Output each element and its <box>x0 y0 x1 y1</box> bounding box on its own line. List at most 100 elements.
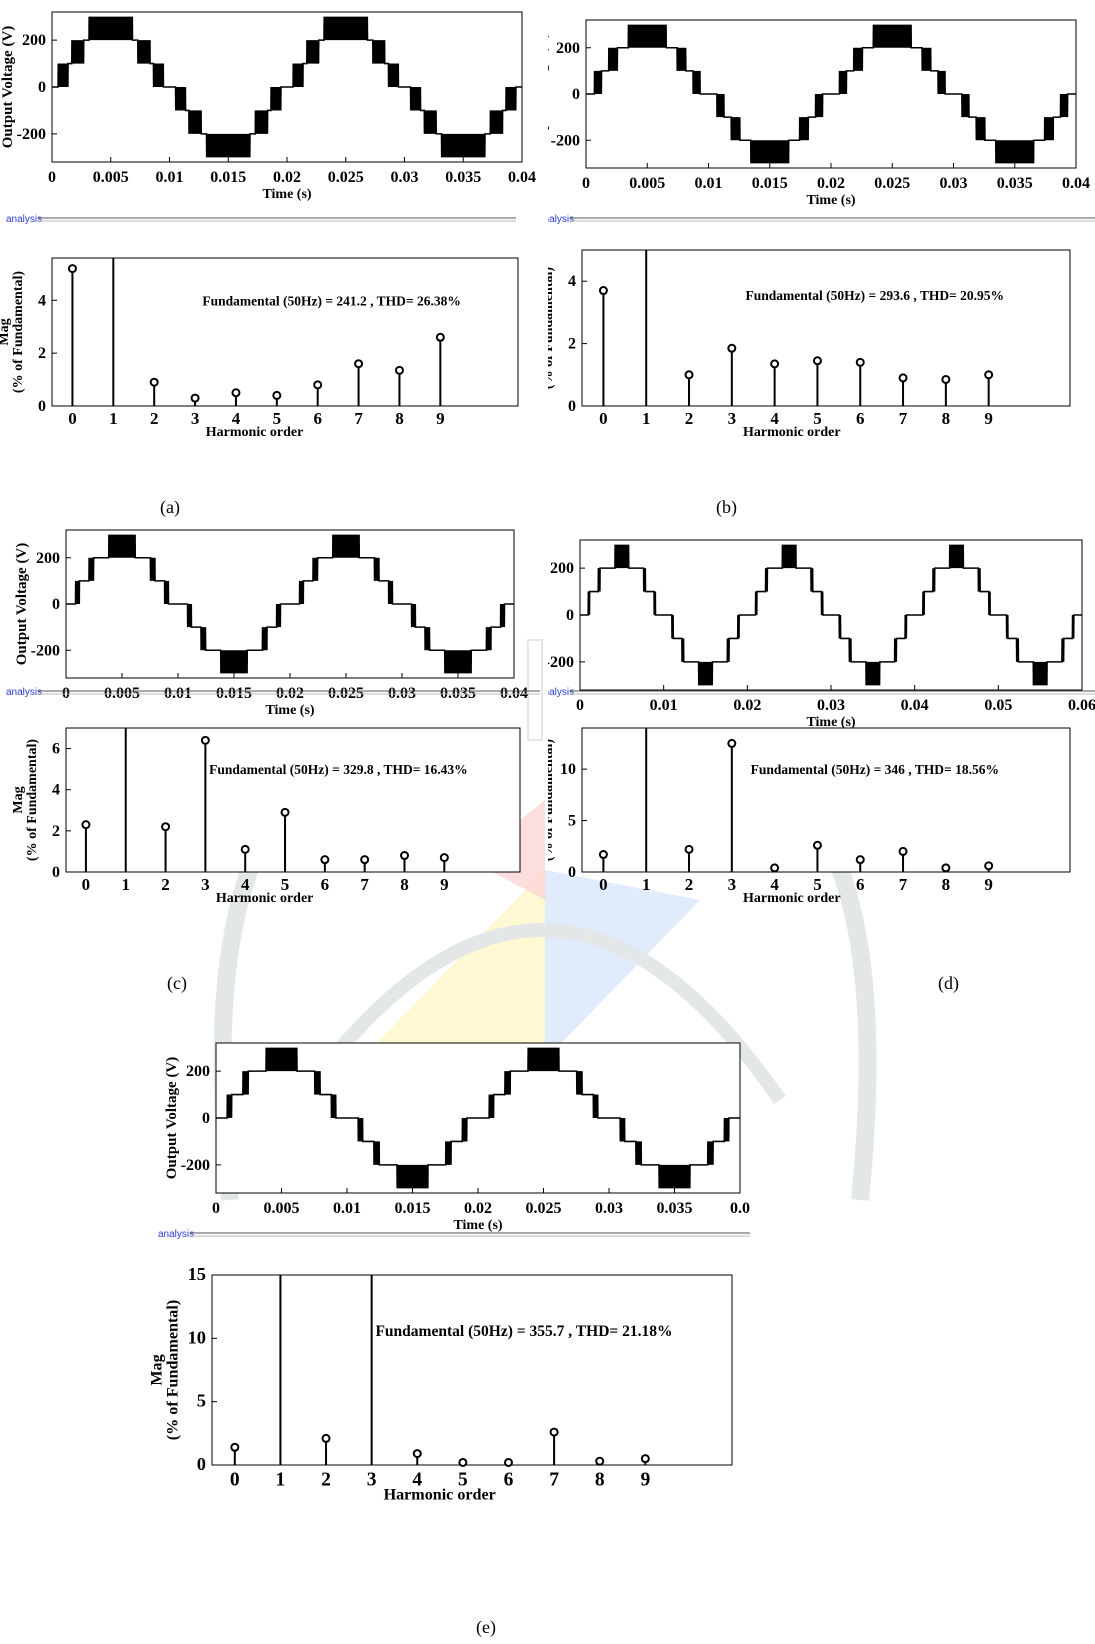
panel-e-spectrum-xlabel: Harmonic order <box>384 1487 496 1504</box>
panel-b-harmonic-tick-label: 6 <box>856 409 865 428</box>
panel-d-harmonic-marker-6 <box>855 855 865 865</box>
panel-b-spectrum-ylabel-2: (% of Fundamental) <box>548 267 556 389</box>
panel-b-spectrum-ytick-label: 4 <box>568 273 576 290</box>
panel-d-xtick-label: 0.02 <box>733 697 761 714</box>
panel-d-xtick-label: 0 <box>576 697 584 714</box>
panel-b-harmonic-tick-label: 4 <box>770 409 779 428</box>
panel-e-xtick-label: 0.025 <box>526 1200 562 1217</box>
panel-b-xlabel: Time (s) <box>806 193 855 208</box>
panel-c-spectrum-frame <box>65 727 521 873</box>
panel-e-harmonic-marker-8 <box>595 1456 605 1466</box>
panel-c-ylabel: Output Voltage (V) <box>14 543 30 666</box>
panel-c-ytick-label: 0 <box>52 596 60 613</box>
panel-d-spectrum-ytick-label: 5 <box>568 813 576 830</box>
panel-b-harmonic-marker-6 <box>855 357 865 367</box>
panel-a-ytick-label: 200 <box>22 32 46 49</box>
panel-c-harmonic-marker-8 <box>400 851 410 861</box>
panel-c-spectrum-xlabel: Harmonic order <box>216 891 314 906</box>
panel-a-harmonic-tick-label: 6 <box>313 409 322 428</box>
panel-c-harmonic-tick-label: 5 <box>281 875 290 894</box>
panel-e-ytick-label: -200 <box>181 1157 210 1174</box>
panel-e-xtick-label: 0.015 <box>395 1200 431 1217</box>
panel-d-harmonic-marker-9 <box>984 861 994 871</box>
panel-c-spectrum-ylabel-2: (% of Fundamental) <box>25 739 40 861</box>
panel-b-ytick-label: -200 <box>551 132 580 149</box>
panel-e-xtick-label: 0.0 <box>730 1200 750 1217</box>
panel-b-annotation: Fundamental (50Hz) = 293.6 , THD= 20.95% <box>746 288 1005 303</box>
panel-e-spectrum-ylabel-1: Mag <box>150 1354 165 1385</box>
panel-a-harmonic-tick-label: 3 <box>191 409 200 428</box>
panel-b-xtick-label: 0.03 <box>940 175 968 192</box>
panel-e-harmonic-marker-5 <box>458 1457 468 1467</box>
panel-a-harmonic-tick-label: 1 <box>109 409 118 428</box>
panel-a-harmonic-marker-3 <box>190 393 200 403</box>
panel-a-xlabel: Time (s) <box>262 187 311 202</box>
panel-e-harmonic-marker-6 <box>503 1457 513 1467</box>
panel-d-annotation: Fundamental (50Hz) = 346 , THD= 18.56% <box>751 762 999 777</box>
panel-a-harmonic-marker-9 <box>435 332 445 342</box>
panel-b-xtick-label: 0.015 <box>752 175 788 192</box>
panel-c-harmonic-marker-6 <box>320 855 330 865</box>
panel-b-harmonic-tick-label: 2 <box>685 409 694 428</box>
panel-b-harmonic-marker-9 <box>984 370 994 380</box>
panel-b-harmonic-marker-3 <box>727 343 737 353</box>
panel-c-harmonic-tick-label: 6 <box>321 875 330 894</box>
panel-e-harmonic-tick-label: 3 <box>367 1470 377 1491</box>
panel-b-harmonic-tick-label: 0 <box>599 409 608 428</box>
panel-d-xlabel: Time (s) <box>806 715 855 730</box>
panel-a-spectrum-xlabel: Harmonic order <box>206 425 304 440</box>
panel-b-harmonic-tick-label: 1 <box>642 409 651 428</box>
panel-c-harmonic-tick-label: 2 <box>161 875 170 894</box>
panel-a-spectrum-ylabel-1: Mag <box>0 318 12 345</box>
panel-a-harmonic-marker-2 <box>149 377 159 387</box>
panel-b-harmonic-tick-label: 8 <box>942 409 951 428</box>
panel-d-spectrum-frame <box>581 727 1071 873</box>
panel-c-harmonic-marker-2 <box>161 822 171 832</box>
panel-b-harmonic-marker-0 <box>598 286 608 296</box>
panel-d-xtick-label: 0.04 <box>901 697 929 714</box>
panel-c-separator-label: analysis <box>6 687 42 698</box>
panel-b-separator-label: analysis <box>548 214 574 225</box>
panel-c-spectrum-ytick-label: 6 <box>52 741 60 758</box>
panel-d-harmonic-tick-label: 5 <box>813 875 822 894</box>
panel-d-harmonic-marker-3 <box>727 738 737 748</box>
panel-c-harmonic-tick-label: 8 <box>400 875 409 894</box>
panel-e-spectrum-ytick-label: 0 <box>197 1454 206 1474</box>
panel-d-ytick-label: -200 <box>548 654 574 671</box>
panel-c-ytick-label: -200 <box>31 642 60 659</box>
panel-e-spectrum-frame <box>211 1274 733 1466</box>
panel-a-ytick-label: 0 <box>38 79 46 96</box>
panel-d-harmonic-tick-label: 3 <box>728 875 737 894</box>
panel-e-harmonic-tick-label: 4 <box>412 1470 422 1491</box>
panel-e-harmonic-tick-label: 0 <box>230 1470 240 1491</box>
panel-c-figure: 2000-20000.0050.010.0150.020.0250.030.03… <box>6 529 540 906</box>
panel-d-harmonic-tick-label: 2 <box>685 875 694 894</box>
panel-c-harmonic-marker-0 <box>81 820 91 830</box>
panel-e-harmonic-tick-label: 2 <box>321 1470 331 1491</box>
panel-a-harmonic-marker-5 <box>272 390 282 400</box>
panel-e-separator-label: analysis <box>158 1229 194 1240</box>
panel-d-harmonic-marker-7 <box>898 846 908 856</box>
panel-c-ytick-label: 200 <box>36 550 60 567</box>
panel-a-xtick-label: 0.02 <box>273 169 301 186</box>
panel-d-harmonic-tick-label: 4 <box>770 875 779 894</box>
panel-c-harmonic-tick-label: 4 <box>241 875 250 894</box>
panel-a-ylabel: Output Voltage (V) <box>0 26 16 149</box>
panel-a-spectrum-ytick-label: 0 <box>38 398 46 415</box>
panel-b-harmonic-marker-2 <box>684 370 694 380</box>
panel-d-harmonic-tick-label: 6 <box>856 875 865 894</box>
panel-a-ytick-label: -200 <box>17 126 46 143</box>
panel-d-harmonic-marker-0 <box>598 850 608 860</box>
panel-c-harmonic-marker-9 <box>439 853 449 863</box>
panel-d-separator-label: analysis <box>548 687 574 698</box>
panel-e-harmonic-marker-7 <box>549 1427 559 1437</box>
panel-b-xtick-label: 0.025 <box>874 175 910 192</box>
panel-c-spectrum-ytick-label: 2 <box>52 823 60 840</box>
panel-a-harmonic-marker-4 <box>231 388 241 398</box>
panel-c-xlabel: Time (s) <box>265 703 314 718</box>
panel-e-spectrum-ytick-label: 10 <box>188 1327 206 1347</box>
panel-b-xtick-label: 0.01 <box>695 175 723 192</box>
panel-a-harmonic-marker-0 <box>67 264 77 274</box>
